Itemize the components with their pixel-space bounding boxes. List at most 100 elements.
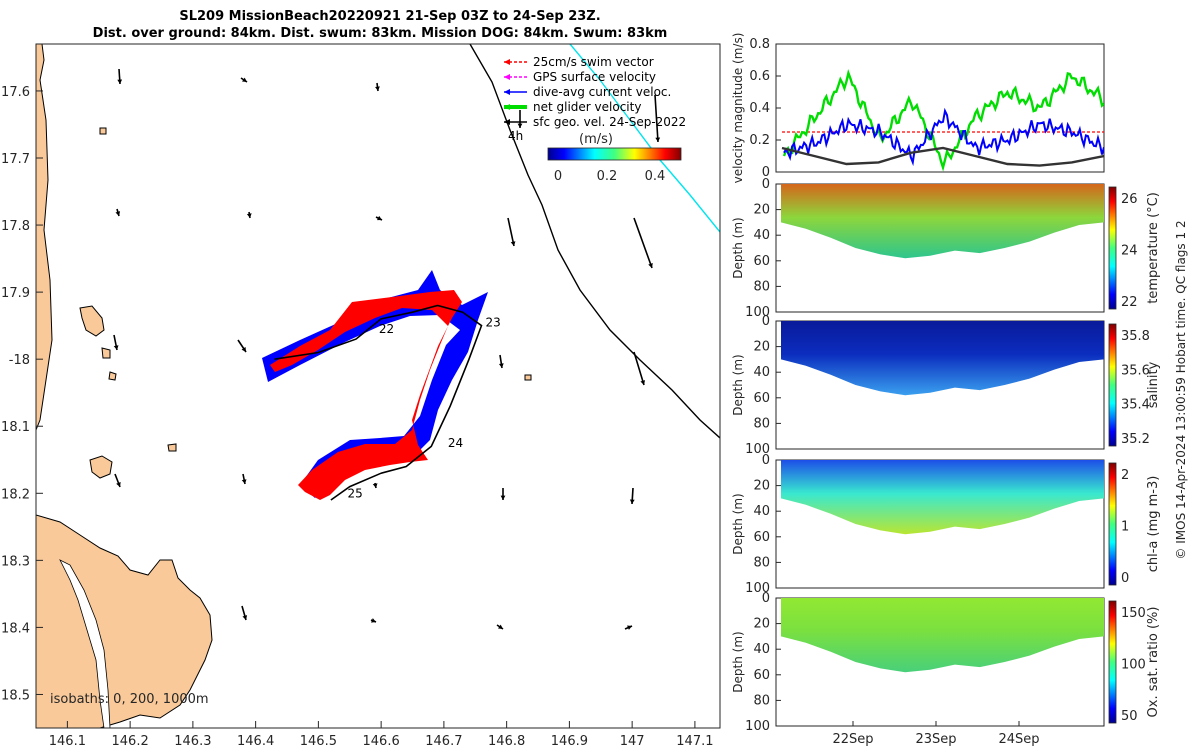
depth-tick-label: 60 bbox=[753, 530, 770, 545]
sfc-geo-contour bbox=[569, 44, 720, 233]
map-y-ticks: 17.6 17.7 17.8 17.9 -18 18.1 18.2 18.3 18.4 18.5 bbox=[1, 85, 43, 703]
colorbar-tick-label: 100 bbox=[1121, 658, 1146, 673]
depth-ylabel: Depth (m) bbox=[731, 354, 745, 415]
map-y-tick-label: 17.6 bbox=[1, 85, 30, 100]
map-y-tick-label: 17.8 bbox=[1, 219, 30, 234]
depth-tick-label: 20 bbox=[753, 617, 770, 632]
time-tick-23sep: 23Sep bbox=[915, 732, 956, 747]
sfc-geo-arrowhead bbox=[116, 482, 121, 487]
velocity-dive-avg-line bbox=[783, 107, 1104, 167]
depth-tick-label: 60 bbox=[753, 668, 770, 683]
depth-field bbox=[781, 460, 1104, 535]
legend-label: sfc geo. vel. 24-Sep-2022 bbox=[533, 115, 686, 129]
sfc-geo-arrowhead bbox=[113, 345, 119, 350]
velocity-sfc-geo-line bbox=[781, 146, 1104, 167]
map-colorbar-tick-1: 0.2 bbox=[597, 169, 618, 184]
island-3 bbox=[101, 347, 111, 359]
depth-ylabel: Depth (m) bbox=[731, 631, 745, 692]
depth-tick-label: 80 bbox=[753, 279, 770, 294]
depth-panel-salinity: 0 20 40 60 80 100 Depth (m) 35.2 35.4 35.6 35.8 sal… bbox=[731, 314, 1161, 457]
depth-tick-label: 100 bbox=[745, 305, 770, 320]
map-x-ticks: 146.1 146.2 146.3 146.4 146.5 146.6 146.7 146.8… bbox=[49, 721, 714, 749]
depth-tick-label: 80 bbox=[753, 416, 770, 431]
colorbar-label: Ox. sat. ratio (%) bbox=[1146, 607, 1161, 718]
map-colorbar-tick-0: 0 bbox=[554, 169, 562, 184]
velocity-ylabel: velocity magnitude (m/s) bbox=[731, 33, 745, 184]
velocity-frame bbox=[775, 43, 1105, 173]
sfc-geo-arrowhead bbox=[375, 86, 380, 91]
hinchinbrook-channel bbox=[59, 559, 111, 728]
map-y-tick-label: 18.1 bbox=[1, 420, 30, 435]
credit-text: © IMOS 14-Apr-2024 13:00:59 Hobart time.… bbox=[1174, 220, 1188, 559]
title-line-2: Dist. over ground: 84km. Dist. swum: 83k… bbox=[93, 26, 668, 41]
depth-tick-label: 20 bbox=[753, 203, 770, 218]
title-line-1: SL209 MissionBeach20220921 21-Sep 03Z to… bbox=[179, 9, 600, 24]
velocity-y-tick-label: 0 bbox=[762, 165, 770, 180]
velocity-y-tick-label: 0.2 bbox=[749, 133, 770, 148]
depth-tick-label: 80 bbox=[753, 555, 770, 570]
legend-label: net glider velocity bbox=[533, 100, 641, 114]
sfc-geo-arrow bbox=[633, 351, 645, 386]
sfc-geo-arrowhead bbox=[648, 263, 653, 268]
map-content: 22 23 24 25 4h bbox=[36, 44, 720, 728]
sfc-geo-arrow bbox=[507, 217, 515, 247]
depth-field bbox=[781, 184, 1104, 259]
velocity-y-ticks: 0 0.2 0.4 0.6 0.8 bbox=[749, 37, 781, 180]
velocity-y-tick-label: 0.4 bbox=[749, 101, 770, 116]
depth-tick-label: 100 bbox=[745, 442, 770, 457]
map-frame bbox=[35, 43, 721, 729]
map-x-tick-label: 147 bbox=[620, 734, 645, 749]
depth-panel-oxygen: 0 20 40 60 80 100 Depth (m) 50 100 150 Ox. sat. ra… bbox=[731, 591, 1161, 734]
velocity-panel: 0 0.2 0.4 0.6 0.8 velocity magnitude (m/s) bbox=[731, 33, 1105, 184]
legend-swatch-head bbox=[504, 89, 510, 95]
colorbar-tick-label: 35.8 bbox=[1121, 329, 1150, 344]
sfc-geo-arrowhead bbox=[510, 241, 516, 246]
colorbar-tick-label: 35.2 bbox=[1121, 432, 1150, 447]
colorbar-tick-label: 24 bbox=[1121, 244, 1138, 259]
sfc-geo-arrowhead bbox=[655, 137, 661, 142]
depth-tick-label: 0 bbox=[762, 314, 770, 329]
sfc-geo-arrowhead bbox=[117, 79, 123, 84]
swim-vector-swath bbox=[270, 290, 462, 500]
island-2 bbox=[89, 455, 113, 479]
velocity-net-glider-line bbox=[782, 68, 1104, 172]
depth-tick-label: 40 bbox=[753, 365, 770, 380]
sfc-geo-arrowhead bbox=[500, 495, 506, 500]
island-4 bbox=[108, 371, 117, 381]
map-x-tick-label: 147.1 bbox=[676, 734, 713, 749]
map-colorbar-tick-2: 0.4 bbox=[645, 169, 666, 184]
map-x-tick-label: 146.6 bbox=[363, 734, 400, 749]
map-x-tick-label: 146.1 bbox=[49, 734, 86, 749]
depth-tick-label: 20 bbox=[753, 340, 770, 355]
map-y-tick-label: 17.9 bbox=[1, 286, 30, 301]
colorbar-tick-label: 50 bbox=[1121, 709, 1138, 724]
day-label: 25 bbox=[347, 486, 362, 500]
depth-tick-label: 100 bbox=[745, 719, 770, 734]
legend-swatch-head bbox=[504, 59, 510, 65]
depth-ylabel: Depth (m) bbox=[731, 217, 745, 278]
depth-colorbar bbox=[1108, 323, 1117, 447]
legend-label: 25cm/s swim vector bbox=[533, 55, 654, 69]
map-colorbar bbox=[547, 147, 682, 161]
glider-track bbox=[274, 304, 483, 501]
sfc-geo-arrowhead bbox=[241, 347, 246, 352]
sfc-geo-arrowhead bbox=[629, 499, 635, 504]
colorbar-label: chl-a (mg m-3) bbox=[1146, 476, 1161, 573]
velocity-y-tick-label: 0.6 bbox=[749, 69, 770, 84]
sfc-geo-velocity-arrows bbox=[113, 68, 661, 630]
depth-panel-chla: 0 20 40 60 80 100 Depth (m) 0 1 2 chl-a (mg m-3) bbox=[731, 453, 1161, 596]
map-x-tick-label: 146.5 bbox=[300, 734, 337, 749]
colorbar-label: salinity bbox=[1146, 361, 1161, 408]
sfc-geo-arrowhead bbox=[640, 380, 646, 385]
sfc-geo-arrowhead bbox=[371, 618, 376, 623]
sfc-geo-arrowhead bbox=[517, 123, 523, 128]
sfc-geo-arrowhead bbox=[498, 624, 503, 629]
legend-label: GPS surface velocity bbox=[533, 70, 656, 84]
island-1 bbox=[79, 305, 105, 337]
time-tick-22sep: 22Sep bbox=[832, 732, 873, 747]
colorbar-label: temperature (°C) bbox=[1146, 192, 1161, 304]
velocity-y-tick-label: 0.8 bbox=[749, 37, 770, 52]
colorbar-tick-label: 22 bbox=[1121, 295, 1138, 310]
